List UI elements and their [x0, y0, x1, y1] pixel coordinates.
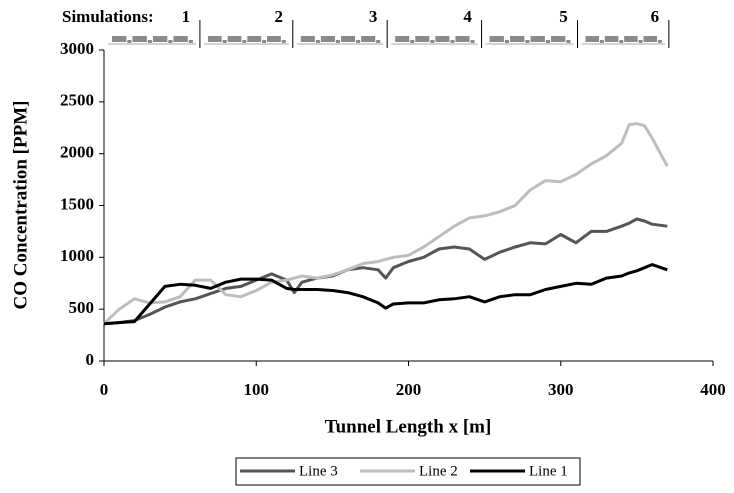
- vehicle-icon: [207, 36, 222, 42]
- segment-label: 1: [182, 7, 191, 26]
- vehicle-icon: [152, 36, 168, 42]
- vehicle-icon: [147, 40, 152, 43]
- vehicle-icon: [450, 40, 455, 43]
- data-line: [103, 263, 668, 326]
- x-tick-label: 300: [548, 380, 574, 399]
- y-tick-label: 2500: [60, 91, 94, 110]
- vehicle-icon: [395, 36, 410, 42]
- vehicle-icon: [300, 36, 315, 42]
- vehicle-icon: [489, 36, 504, 42]
- segment-label: 3: [369, 7, 378, 26]
- vehicle-icon: [415, 36, 430, 42]
- segment-label: 2: [275, 7, 284, 26]
- y-tick-label: 3000: [60, 39, 94, 58]
- y-tick-label: 500: [69, 298, 95, 317]
- vehicle-icon: [658, 40, 662, 43]
- vehicle-icon: [320, 36, 335, 42]
- vehicle-icon: [510, 36, 525, 42]
- vehicle-icon: [530, 36, 545, 42]
- vehicle-icon: [335, 40, 340, 43]
- vehicle-icon: [168, 40, 173, 43]
- vehicle-icon: [504, 40, 510, 43]
- segment-label: 5: [559, 7, 568, 26]
- y-axis-title: CO Concentration [PPM]: [10, 101, 31, 310]
- vehicle-icon: [356, 40, 361, 43]
- data-line: [103, 217, 668, 326]
- segment-label: 4: [463, 7, 472, 26]
- vehicle-icon: [585, 36, 600, 42]
- vehicle-icon: [361, 36, 376, 42]
- x-tick-label: 400: [700, 380, 726, 399]
- vehicle-icon: [315, 40, 320, 43]
- vehicle-icon: [242, 40, 247, 43]
- vehicle-icon: [566, 40, 571, 43]
- vehicle-icon: [132, 36, 147, 42]
- vehicle-icon: [127, 40, 132, 43]
- segment-label: 6: [651, 7, 660, 26]
- vehicle-icon: [551, 36, 566, 42]
- vehicle-icon: [340, 36, 356, 42]
- x-tick-label: 0: [100, 380, 109, 399]
- legend-label: Line 1: [529, 463, 568, 479]
- vehicle-icon: [600, 40, 604, 43]
- y-tick-label: 1000: [60, 246, 94, 265]
- x-axis-title: Tunnel Length x [m]: [325, 416, 492, 437]
- vehicle-icon: [624, 36, 638, 42]
- vehicle-icon: [435, 36, 450, 42]
- vehicle-icon: [281, 40, 286, 43]
- y-tick-label: 2000: [60, 143, 94, 162]
- vehicle-icon: [262, 40, 267, 43]
- segments-label: Simulations:: [62, 7, 154, 26]
- vehicle-icon: [525, 40, 530, 43]
- vehicle-icon: [470, 40, 475, 43]
- vehicle-icon: [188, 40, 193, 43]
- data-line: [102, 122, 669, 325]
- vehicle-icon: [376, 40, 381, 43]
- vehicle-icon: [430, 40, 435, 43]
- vehicle-icon: [619, 40, 624, 43]
- vehicle-icon: [643, 36, 658, 42]
- vehicle-icon: [545, 40, 550, 43]
- vehicle-icon: [112, 36, 127, 42]
- x-tick-label: 100: [244, 380, 270, 399]
- y-tick-label: 1500: [60, 194, 94, 213]
- legend-label: Line 3: [299, 463, 338, 479]
- legend-label: Line 2: [419, 463, 458, 479]
- vehicle-icon: [227, 36, 242, 42]
- x-tick-label: 200: [396, 380, 422, 399]
- vehicle-icon: [410, 40, 415, 43]
- y-tick-label: 0: [86, 350, 95, 369]
- vehicle-icon: [604, 36, 619, 42]
- vehicle-icon: [638, 40, 643, 43]
- vehicle-icon: [173, 36, 188, 42]
- vehicle-icon: [222, 40, 227, 43]
- vehicle-icon: [455, 36, 470, 42]
- vehicle-icon: [247, 36, 262, 42]
- vehicle-icon: [267, 36, 281, 42]
